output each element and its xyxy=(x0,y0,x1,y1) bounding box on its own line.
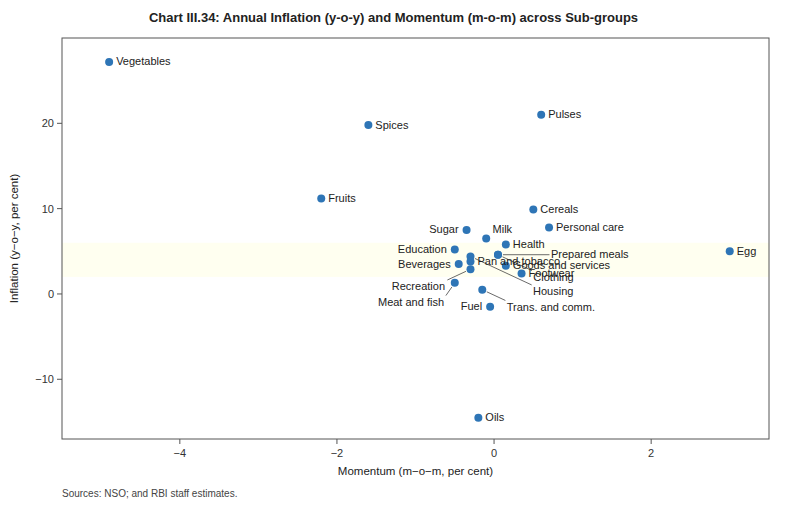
point-label: Vegetables xyxy=(116,55,171,67)
y-tick xyxy=(57,293,62,294)
point xyxy=(317,194,325,202)
x-axis-label: Momentum (m−o−m, per cent) xyxy=(338,465,493,477)
point-label: Pulses xyxy=(548,108,582,120)
point xyxy=(105,58,113,66)
point-label: Recreation xyxy=(392,280,445,292)
point xyxy=(451,246,459,254)
plot-frame xyxy=(62,38,769,439)
point-label: Milk xyxy=(493,223,513,235)
point-label: Trans. and comm. xyxy=(507,301,595,313)
x-tick xyxy=(651,439,652,444)
leader-line xyxy=(487,292,506,301)
point xyxy=(478,286,486,294)
point xyxy=(451,279,459,287)
point xyxy=(466,265,474,273)
point xyxy=(466,258,474,266)
y-tick xyxy=(57,208,62,209)
x-tick-label: −4 xyxy=(174,447,187,459)
x-tick-label: 2 xyxy=(648,447,654,459)
point-labels: Vegetables Pulses Spices Fruits Cereals Perso… xyxy=(116,55,756,423)
point-label: Oils xyxy=(485,411,504,423)
point xyxy=(455,260,463,268)
point-label: Meat and fish xyxy=(378,296,444,308)
points xyxy=(105,58,734,422)
shaded-band xyxy=(62,243,769,277)
point-label: Education xyxy=(398,243,447,255)
y-tick xyxy=(57,379,62,380)
point xyxy=(726,247,734,255)
y-tick-label: 10 xyxy=(42,203,54,215)
y-tick-label: 20 xyxy=(42,117,54,129)
point xyxy=(486,303,494,311)
x-tick-label: −2 xyxy=(331,447,344,459)
point xyxy=(463,226,471,234)
point-label: Health xyxy=(513,238,545,250)
point-label: Footwear xyxy=(529,267,575,279)
y-tick-label: −10 xyxy=(35,373,54,385)
x-tick xyxy=(494,439,495,444)
leader-line xyxy=(446,287,452,296)
point-label: Spices xyxy=(375,119,409,131)
point xyxy=(502,240,510,248)
x-tick xyxy=(336,439,337,444)
point xyxy=(529,205,537,213)
point-label: Fruits xyxy=(328,192,356,204)
point-label: Beverages xyxy=(398,258,451,270)
x-tick-label: 0 xyxy=(491,447,497,459)
point-label: Egg xyxy=(737,245,757,257)
point xyxy=(482,235,490,243)
plot-area xyxy=(62,58,769,422)
point xyxy=(364,121,372,129)
y-axis-label: Inflation (y−o−y, per cent) xyxy=(8,174,20,304)
point xyxy=(537,111,545,119)
leader-line xyxy=(447,271,466,280)
point xyxy=(545,223,553,231)
point-label: Personal care xyxy=(556,221,624,233)
y-tick xyxy=(57,123,62,124)
point xyxy=(474,414,482,422)
x-tick xyxy=(179,439,180,444)
axes: −4 −2 0 2 −10 0 10 20 xyxy=(35,117,654,459)
point-label: Cereals xyxy=(540,203,578,215)
point-label: Sugar xyxy=(429,223,459,235)
source-note: Sources: NSO; and RBI staff estimates. xyxy=(62,488,237,499)
point-label: Fuel xyxy=(461,300,482,312)
title: Chart III.34: Annual Inflation (y-o-y) a… xyxy=(149,10,638,25)
chart: Chart III.34: Annual Inflation (y-o-y) a… xyxy=(0,0,787,505)
y-tick-label: 0 xyxy=(48,288,54,300)
point-label: Housing xyxy=(533,285,573,297)
